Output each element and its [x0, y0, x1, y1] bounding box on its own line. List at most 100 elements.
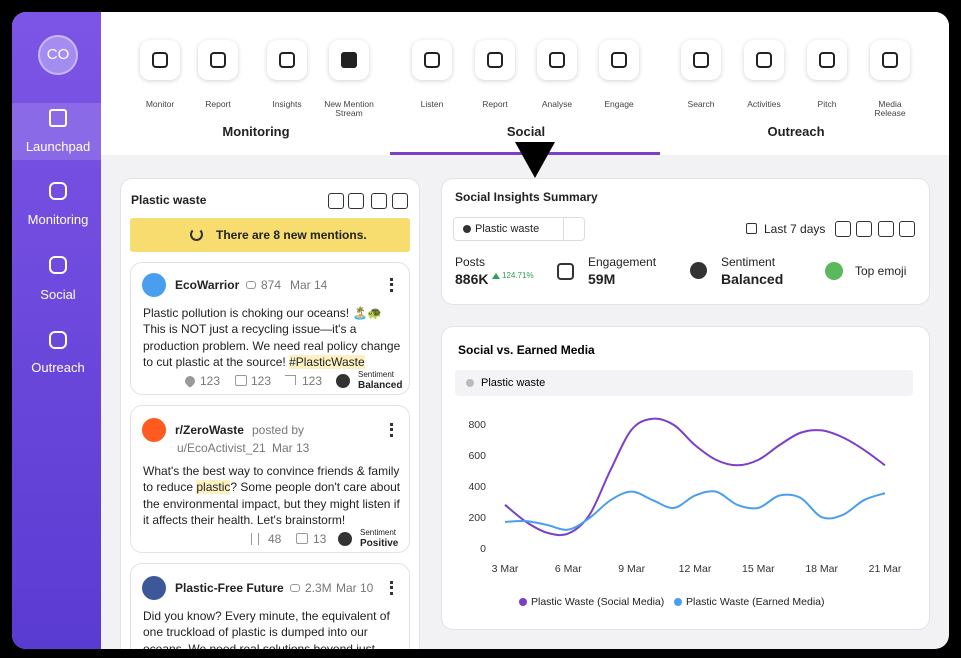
nav-button[interactable]	[807, 40, 847, 80]
nav-button[interactable]	[475, 40, 515, 80]
kebab[interactable]	[390, 278, 393, 292]
filter-dot	[463, 225, 471, 233]
feed-tool[interactable]	[371, 193, 387, 209]
nav-button[interactable]	[198, 40, 238, 80]
nav-item-label[interactable]: Report	[482, 99, 508, 109]
nav-item-label[interactable]: Activities	[747, 99, 781, 109]
y-tick-label: 600	[468, 450, 486, 462]
share-icon	[285, 375, 296, 385]
app: CO Launchpad Monitoring Social Outreach Monit…	[12, 12, 949, 649]
feed-tool[interactable]	[348, 193, 364, 209]
post-card[interactable]	[130, 563, 410, 649]
nav-icon	[693, 52, 709, 68]
chart-filter-text: Plastic waste	[481, 377, 545, 389]
nav-item-label[interactable]: Monitor	[145, 99, 175, 109]
avatar-initials[interactable]: CO	[46, 46, 70, 63]
x-tick-label: 18 Mar	[805, 563, 838, 575]
nav-item-label[interactable]: Insights	[272, 99, 302, 109]
kebab[interactable]	[390, 581, 393, 595]
post-author: EcoWarrior	[175, 278, 240, 292]
post-avatar	[142, 418, 166, 442]
filter-text: Plastic waste	[475, 223, 540, 235]
sidebar-label[interactable]: Monitoring	[27, 212, 89, 227]
summary-tool[interactable]	[856, 221, 872, 237]
post-text: What's the best way to convince friends …	[143, 463, 405, 528]
nav-icon	[424, 52, 440, 68]
post-avatar	[142, 576, 166, 600]
feed-tool[interactable]	[328, 193, 344, 209]
nav-icon	[210, 52, 226, 68]
engagement-icon	[557, 263, 574, 280]
top-nav	[101, 12, 949, 155]
nav-button[interactable]	[412, 40, 452, 80]
highlight: #PlasticWaste	[289, 354, 365, 369]
post-user: u/EcoActivist_21	[177, 441, 266, 455]
legend-label: Plastic Waste (Earned Media)	[686, 596, 825, 608]
nav-group-label[interactable]: Social	[506, 124, 546, 139]
sidebar-label[interactable]: Outreach	[31, 360, 85, 375]
metric-change: 124.71%	[502, 271, 534, 280]
period[interactable]: Last 7 days	[764, 222, 826, 236]
sidebar-icon[interactable]	[49, 109, 67, 127]
change-arrow	[492, 273, 500, 279]
text-part: Did you know? Every minute, the equivale…	[143, 609, 390, 649]
nav-icon	[549, 52, 565, 68]
kebab[interactable]	[390, 423, 393, 437]
y-tick-label: 800	[468, 419, 486, 431]
metric-label: Posts	[455, 255, 486, 269]
nav-button[interactable]	[870, 40, 910, 80]
nav-group-label[interactable]: Monitoring	[222, 124, 290, 139]
post-followers: 2.3M	[305, 581, 332, 595]
nav-item-label[interactable]: Search	[687, 99, 715, 109]
nav-button[interactable]	[744, 40, 784, 80]
active-item	[12, 103, 101, 160]
text-part: What's the best way to convince friends …	[143, 464, 400, 495]
nav-item-label[interactable]: Pitch	[817, 99, 837, 109]
nav-button[interactable]	[537, 40, 577, 80]
cursor	[515, 142, 555, 178]
nav-item-label[interactable]: New Mention Stream	[324, 99, 374, 118]
sidebar-icon[interactable]	[49, 182, 67, 200]
comments: 123	[251, 374, 272, 388]
nav-button[interactable]	[681, 40, 721, 80]
feed-tool[interactable]	[392, 193, 408, 209]
summary-tool[interactable]	[835, 221, 851, 237]
shares: 123	[302, 374, 323, 388]
filter-dot	[466, 379, 474, 387]
nav-icon	[279, 52, 295, 68]
post-avatar	[142, 273, 166, 297]
sentiment-value: Positive	[360, 538, 399, 549]
post-date: Mar 13	[272, 441, 310, 455]
sidebar-label[interactable]: Social	[40, 287, 76, 302]
sidebar-icon[interactable]	[49, 256, 67, 274]
legend-marker	[674, 598, 682, 606]
nav-group-label[interactable]: Outreach	[767, 124, 825, 139]
post-card[interactable]	[130, 405, 410, 553]
nav-button[interactable]	[140, 40, 180, 80]
posted-by: posted by	[252, 423, 305, 437]
post-text: Did you know? Every minute, the equivale…	[143, 608, 405, 649]
y-tick-label: 400	[468, 481, 486, 493]
nav-icon	[819, 52, 835, 68]
metric-value: 59M	[588, 271, 616, 287]
nav-button[interactable]	[267, 40, 307, 80]
nav-item-label[interactable]: Media Release	[874, 99, 906, 118]
banner[interactable]	[130, 218, 410, 252]
nav-button[interactable]	[599, 40, 639, 80]
legend-label: Plastic Waste (Social Media)	[531, 596, 664, 608]
feed-title: Plastic waste	[131, 193, 207, 207]
chart-filter	[455, 370, 913, 396]
nav-item-label[interactable]: Listen	[420, 99, 444, 109]
sidebar-icon[interactable]	[49, 331, 67, 349]
post-card[interactable]	[130, 262, 410, 395]
sidebar-label[interactable]: Launchpad	[25, 139, 91, 154]
comments: 13	[313, 532, 327, 546]
chart-title: Social vs. Earned Media	[458, 343, 595, 357]
filter-dropdown[interactable]	[453, 217, 585, 241]
summary-tool[interactable]	[878, 221, 894, 237]
nav-item-label[interactable]: Report	[205, 99, 231, 109]
x-tick-label: 9 Mar	[618, 563, 645, 575]
nav-item-label[interactable]: Engage	[604, 99, 634, 109]
nav-item-label[interactable]: Analyse	[541, 99, 573, 109]
summary-tool[interactable]	[899, 221, 915, 237]
